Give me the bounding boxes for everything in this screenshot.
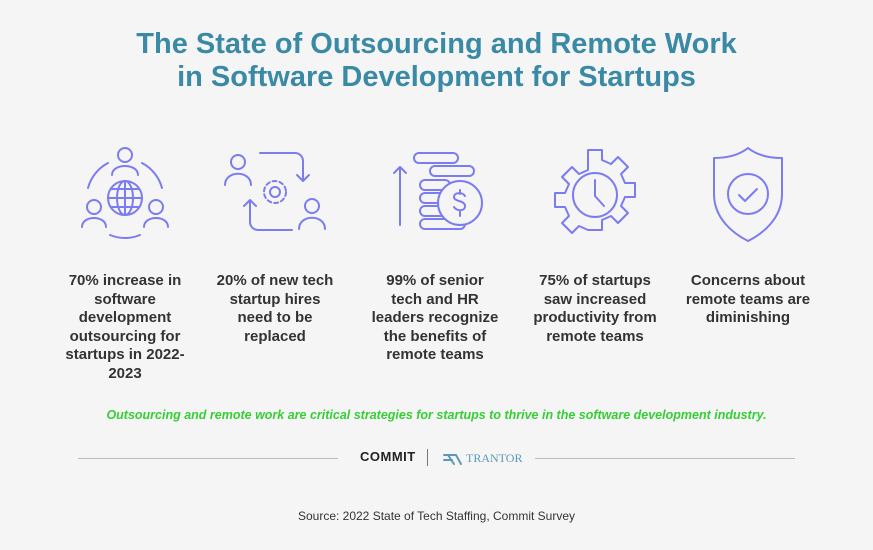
page-title: The State of Outsourcing and Remote Work… (0, 28, 873, 94)
trantor-mark-icon (443, 453, 462, 465)
stat-productivity: 75% of startups saw increased productivi… (520, 140, 670, 346)
coins-growth-icon (393, 152, 483, 230)
divider-right (535, 458, 795, 459)
global-team-icon (81, 147, 169, 239)
shield-check-icon (713, 147, 783, 242)
source-note: Source: 2022 State of Tech Staffing, Com… (297, 509, 576, 523)
stat-leaders: 99% of senior tech and HR leaders recogn… (360, 140, 510, 365)
stat-text: Concerns about remote teams are diminish… (685, 272, 811, 326)
people-exchange-gear-icon (224, 152, 326, 231)
title-line-1: The State of Outsourcing and Remote Work (136, 28, 737, 60)
logo-separator (427, 449, 428, 466)
stat-text: 75% of startups saw increased productivi… (533, 272, 657, 345)
divider-left (78, 458, 338, 459)
stat-text: 70% increase in software development out… (65, 272, 185, 382)
trantor-logo: TRANTOR (443, 451, 522, 466)
gear-clock-icon (554, 149, 636, 234)
stat-text: 20% of new tech startup hires need to be… (216, 272, 334, 345)
stat-text: 99% of senior tech and HR leaders recogn… (371, 272, 499, 363)
title-line-2: in Software Development for Startups (177, 61, 696, 93)
stat-concerns: Concerns about remote teams are diminish… (673, 140, 823, 328)
tagline: Outsourcing and remote work are critical… (106, 408, 767, 422)
commit-logo: COMMIT (360, 449, 416, 464)
trantor-logo-text: TRANTOR (466, 451, 523, 465)
stat-outsourcing: 70% increase in software development out… (50, 140, 200, 383)
stat-hires: 20% of new tech startup hires need to be… (200, 140, 350, 346)
